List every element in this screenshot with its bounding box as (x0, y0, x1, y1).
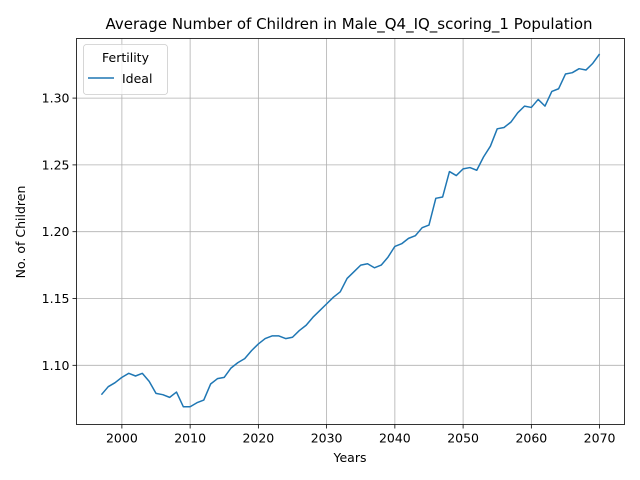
legend-box (83, 44, 168, 95)
series-line-ideal (100, 53, 601, 408)
x-tick-label: 2030 (311, 431, 343, 446)
y-tick-label: 1.15 (42, 291, 70, 306)
y-axis-label: No. of Children (13, 186, 28, 279)
x-tick-label: 2060 (515, 431, 547, 446)
x-tick-label: 2020 (242, 431, 274, 446)
y-tick-label: 1.25 (42, 157, 70, 172)
x-axis: 2000 2010 2020 2030 2040 2050 2060 2070 (106, 424, 616, 446)
x-tick-label: 2010 (174, 431, 206, 446)
legend-title: Fertility (102, 50, 150, 65)
legend-label-ideal: Ideal (122, 71, 152, 86)
chart-title: Average Number of Children in Male_Q4_IQ… (105, 15, 592, 34)
x-tick-label: 2070 (584, 431, 616, 446)
y-tick-label: 1.30 (42, 91, 70, 106)
x-tick-label: 2050 (447, 431, 479, 446)
x-tick-label: 2000 (106, 431, 138, 446)
legend: Fertility Ideal (83, 44, 168, 95)
grid (76, 38, 625, 425)
y-axis: 1.10 1.15 1.20 1.25 1.30 (42, 91, 77, 373)
y-tick-label: 1.10 (42, 358, 70, 373)
x-axis-label: Years (333, 450, 367, 465)
series-layer (100, 53, 601, 408)
y-tick-label: 1.20 (42, 224, 70, 239)
x-tick-label: 2040 (379, 431, 411, 446)
